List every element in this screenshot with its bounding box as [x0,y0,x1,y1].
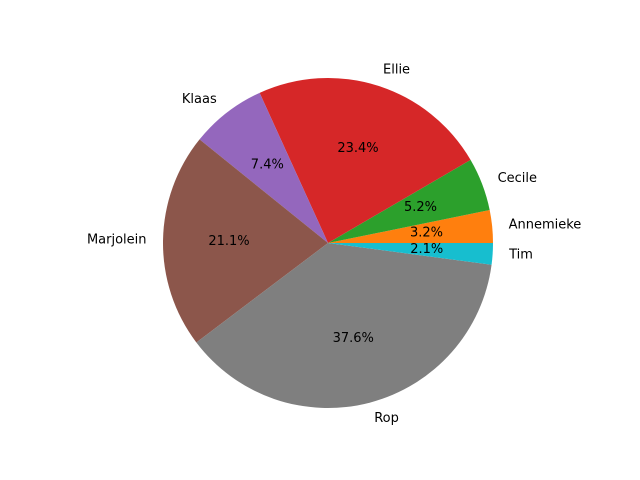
pct-label-rop: 37.6% [333,331,374,346]
pie-slice-marjolein [162,139,328,343]
pct-label-annemieke: 3.2% [410,226,443,241]
pie-labels: Annemieke 3.2% Cecile 5.2% Ellie 23.4% Klaas 7.… [87,63,581,426]
slice-label-ellie: Ellie [383,63,410,78]
pie-slice-ellie [259,77,471,244]
pct-label-cecile: 5.2% [404,200,437,215]
pct-label-klaas: 7.4% [251,157,284,172]
slice-label-klaas: Klaas [182,92,217,107]
pct-label-ellie: 23.4% [337,141,378,156]
pct-label-tim: 2.1% [410,242,443,257]
pie-slices [162,77,494,409]
slice-label-cecile: Cecile [498,171,537,186]
pie-slice-rop [196,243,492,409]
slice-label-rop: Rop [374,411,399,426]
pct-label-marjolein: 21.1% [208,234,249,249]
pie-slice-annemieke [328,210,493,243]
slice-label-annemieke: Annemieke [509,217,582,232]
pie-slice-klaas [199,92,328,243]
slice-label-marjolein: Marjolein [87,233,147,248]
slice-label-tim: Tim [508,247,533,262]
pie-slice-tim [328,243,494,265]
pie-slice-cecile [328,159,490,243]
